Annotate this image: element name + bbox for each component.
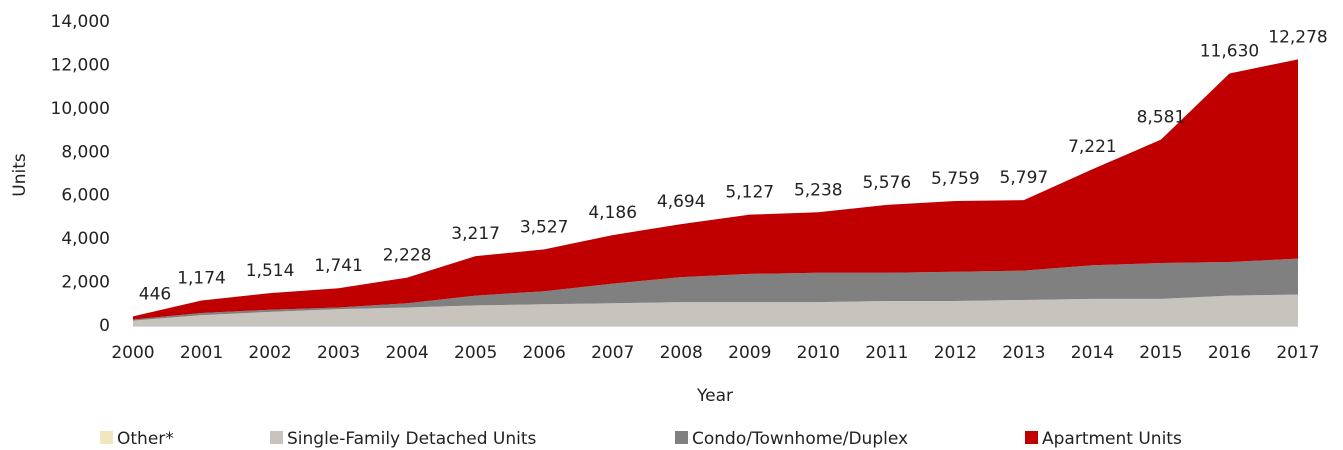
area [133, 59, 1298, 320]
x-tick-label: 2000 [111, 343, 154, 363]
x-tick-label: 2016 [1208, 343, 1251, 363]
legend-swatch [100, 431, 113, 444]
y-tick-label: 14,000 [51, 12, 110, 32]
y-tick-label: 0 [99, 316, 110, 336]
y-axis-label: Units [10, 153, 30, 197]
total-label: 5,759 [931, 169, 980, 189]
legend-label: Other* [117, 429, 174, 449]
x-tick-label: 2008 [660, 343, 703, 363]
total-label: 7,221 [1068, 137, 1117, 157]
x-tick-label: 2012 [934, 343, 977, 363]
total-label: 4,694 [657, 192, 706, 212]
total-label: 12,278 [1268, 27, 1327, 47]
legend-swatch [1025, 431, 1038, 444]
total-label: 5,238 [794, 180, 843, 200]
total-label: 2,228 [383, 246, 432, 266]
total-label: 1,174 [177, 269, 226, 289]
x-tick-label: 2014 [1071, 343, 1114, 363]
legend-swatch [675, 431, 688, 444]
x-tick-label: 2009 [728, 343, 771, 363]
legend-swatch [270, 431, 283, 444]
total-label: 1,514 [246, 261, 295, 281]
legend-label: Apartment Units [1042, 429, 1182, 449]
total-label: 5,127 [725, 183, 774, 203]
x-tick-label: 2005 [454, 343, 497, 363]
total-label: 8,581 [1137, 108, 1186, 128]
total-label: 11,630 [1200, 41, 1259, 61]
y-tick-label: 8,000 [61, 142, 110, 162]
y-tick-label: 10,000 [51, 99, 110, 119]
area [133, 258, 1298, 321]
x-tick-label: 2002 [248, 343, 291, 363]
x-tick-label: 2003 [317, 343, 360, 363]
legend-label: Single-Family Detached Units [287, 429, 537, 449]
total-label: 446 [139, 284, 171, 304]
x-tick-label: 2004 [385, 343, 428, 363]
total-label: 3,217 [451, 224, 500, 244]
total-label: 1,741 [314, 256, 363, 276]
x-tick-label: 2017 [1276, 343, 1319, 363]
x-tick-label: 2010 [797, 343, 840, 363]
x-tick-label: 2007 [591, 343, 634, 363]
y-tick-label: 12,000 [51, 55, 110, 75]
x-tick-label: 2015 [1139, 343, 1182, 363]
total-label: 4,186 [588, 203, 637, 223]
total-label: 5,797 [1000, 168, 1049, 188]
x-tick-label: 2013 [1002, 343, 1045, 363]
y-tick-label: 6,000 [61, 186, 110, 206]
y-tick-label: 2,000 [61, 273, 110, 293]
total-label: 5,576 [862, 173, 911, 193]
legend-label: Condo/Townhome/Duplex [692, 429, 908, 449]
x-tick-label: 2001 [180, 343, 223, 363]
total-label: 3,527 [520, 217, 569, 237]
x-axis-label: Year [696, 386, 733, 406]
y-tick-label: 4,000 [61, 229, 110, 249]
x-tick-label: 2011 [865, 343, 908, 363]
area [133, 294, 1298, 326]
x-tick-label: 2006 [523, 343, 566, 363]
